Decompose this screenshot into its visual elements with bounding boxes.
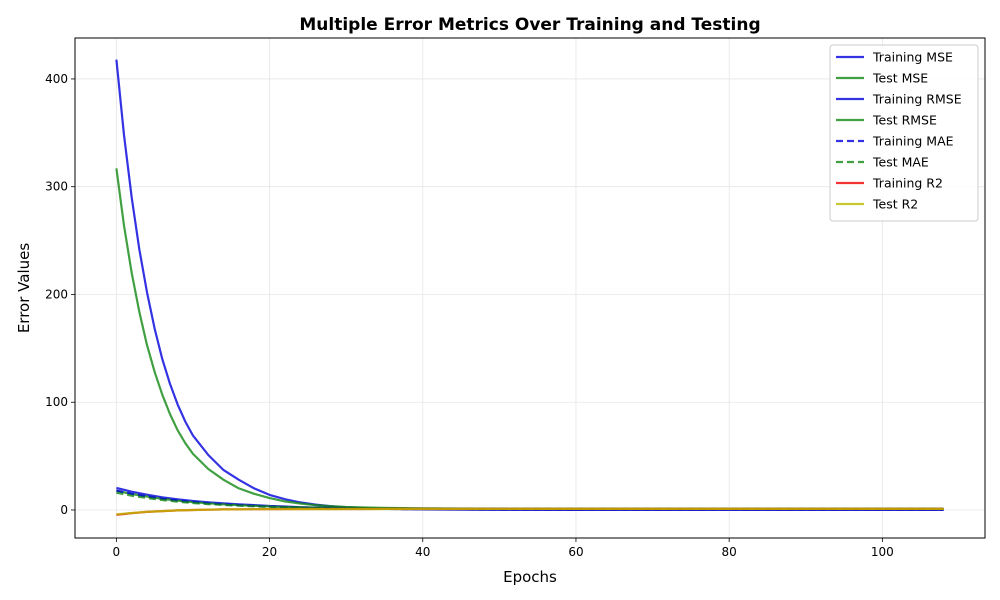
y-axis-ticks: 0 100 200 300 400 (45, 72, 75, 517)
series-line-test-r2 (116, 507, 944, 516)
legend-label: Test RMSE (872, 113, 937, 128)
legend-label: Training R2 (872, 176, 943, 191)
legend: Training MSE Test MSE Training RMSE Test RM… (829, 44, 979, 222)
x-tick-label: 40 (415, 545, 430, 559)
y-tick-label: 0 (60, 503, 68, 517)
x-axis-label: Epochs (503, 568, 557, 586)
x-tick-label: 100 (871, 545, 894, 559)
x-tick-label: 20 (262, 545, 277, 559)
x-axis-ticks: 0 20 40 60 80 100 (113, 538, 894, 559)
y-tick-label: 400 (45, 72, 68, 86)
legend-box (829, 44, 979, 222)
legend-label: Training RMSE (872, 92, 962, 107)
y-tick-label: 100 (45, 395, 68, 409)
x-tick-label: 80 (722, 545, 737, 559)
legend-label: Test MSE (872, 71, 928, 86)
legend-label: Test R2 (872, 197, 918, 212)
y-axis-label: Error Values (15, 243, 33, 334)
chart-title: Multiple Error Metrics Over Training and… (299, 15, 760, 35)
y-tick-label: 200 (45, 287, 68, 301)
legend-label: Training MSE (872, 50, 953, 65)
plot-series (115, 59, 944, 516)
x-tick-label: 60 (568, 545, 583, 559)
legend-label: Training MAE (872, 134, 954, 149)
legend-label: Test MAE (872, 155, 929, 170)
y-tick-label: 300 (45, 180, 68, 194)
plot-frame (74, 37, 986, 539)
x-tick-label: 0 (113, 545, 121, 559)
